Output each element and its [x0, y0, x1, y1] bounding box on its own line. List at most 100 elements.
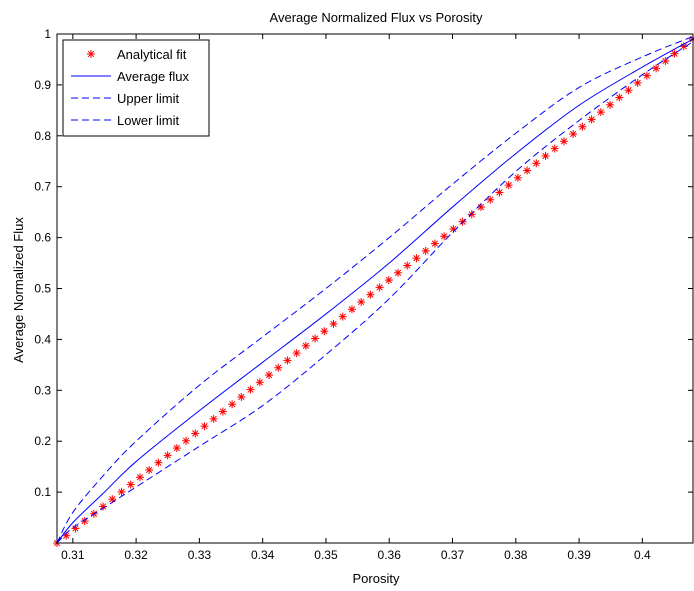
star-stroke: [228, 401, 236, 408]
analytical-fit-point: [642, 71, 651, 80]
star-stroke: [496, 189, 503, 196]
star-stroke: [514, 174, 522, 182]
x-axis-label: Porosity: [353, 571, 400, 586]
star-stroke: [533, 160, 540, 167]
analytical-fit-point: [495, 188, 504, 197]
analytical-fit-point: [172, 444, 181, 453]
x-tick-label: 0.37: [441, 548, 465, 562]
analytical-fit-point: [209, 414, 218, 423]
star-stroke: [87, 50, 95, 58]
analytical-fit-point: [532, 159, 541, 168]
analytical-fit-point: [311, 334, 320, 343]
star-stroke: [146, 466, 153, 474]
star-stroke: [127, 481, 134, 488]
y-tick-label: 0.3: [34, 383, 51, 397]
analytical-fit-point: [587, 115, 596, 124]
x-tick-label: 0.4: [634, 548, 651, 562]
star-stroke: [302, 342, 310, 349]
analytical-fit-point: [615, 93, 624, 102]
star-stroke: [367, 291, 374, 298]
analytical-fit-point: [200, 422, 209, 431]
x-tick-label: 0.31: [61, 548, 85, 562]
star-stroke: [118, 488, 125, 496]
star-stroke: [459, 218, 466, 225]
analytical-fit-point: [541, 151, 550, 160]
analytical-fit-point: [606, 100, 615, 109]
legend: Analytical fit Average flux Upper limit Low…: [62, 39, 210, 137]
star-stroke: [523, 167, 531, 174]
legend-marker-star: [87, 50, 95, 58]
y-tick-label: 0.4: [34, 332, 51, 346]
star-stroke: [579, 123, 586, 130]
analytical-fit-point: [154, 458, 163, 467]
star-stroke: [450, 225, 457, 233]
star-stroke: [440, 233, 448, 240]
star-stroke: [422, 247, 429, 255]
star-stroke: [625, 87, 632, 94]
analytical-fit-point: [357, 297, 366, 306]
analytical-fit-point: [301, 341, 310, 350]
x-tick-label: 0.39: [567, 548, 591, 562]
analytical-fit-point: [578, 122, 587, 131]
analytical-fit-point: [347, 305, 356, 314]
analytical-fit-point: [237, 392, 246, 401]
plot-frame: [56, 33, 694, 544]
y-axis-label: Average Normalized Flux: [11, 217, 26, 363]
star-stroke: [201, 422, 208, 430]
analytical-fit-point: [135, 473, 144, 482]
star-stroke: [182, 437, 190, 444]
legend-entry-label: Lower limit: [117, 113, 180, 128]
analytical-fit-point: [191, 429, 200, 438]
star-stroke: [63, 532, 70, 539]
series-analytical-fit: [53, 35, 694, 547]
star-stroke: [358, 298, 365, 306]
analytical-fit-point: [163, 451, 172, 460]
star-stroke: [173, 444, 180, 452]
series-line-upper-limit: [56, 36, 694, 544]
star-stroke: [662, 57, 669, 65]
analytical-fit-point: [265, 371, 273, 380]
star-stroke: [348, 306, 356, 313]
x-tick-label: 0.34: [251, 548, 275, 562]
legend-entry-label: Average flux: [117, 69, 190, 84]
analytical-fit-point: [145, 465, 154, 474]
star-stroke: [404, 262, 411, 269]
star-stroke: [588, 116, 595, 123]
star-stroke: [238, 393, 245, 401]
star-stroke: [597, 108, 604, 116]
star-stroke: [505, 181, 512, 189]
star-stroke: [164, 452, 171, 459]
star-stroke: [136, 474, 144, 481]
star-stroke: [551, 145, 558, 152]
star-stroke: [643, 72, 651, 79]
analytical-fit-point: [375, 283, 384, 292]
star-stroke: [256, 379, 263, 386]
analytical-fit-point: [412, 254, 421, 263]
star-stroke: [477, 203, 485, 211]
legend-entry-label: Upper limit: [117, 91, 180, 106]
x-axis-ticks: 0.31 0.32 0.33 0.34 0.35 0.36 0.37 0.38 0.39 0.4: [61, 34, 651, 562]
legend-entry-label: Analytical fit: [117, 47, 187, 62]
analytical-fit-point: [513, 173, 522, 182]
analytical-fit-point: [569, 130, 578, 139]
x-tick-label: 0.38: [504, 548, 528, 562]
analytical-fit-point: [126, 480, 135, 489]
star-stroke: [275, 364, 282, 371]
analytical-fit-point: [255, 378, 264, 387]
analytical-fit-point: [246, 385, 255, 394]
star-stroke: [192, 430, 199, 437]
y-tick-label: 0.5: [34, 282, 51, 296]
analytical-fit-point: [320, 327, 329, 336]
y-tick-label: 0.7: [34, 180, 51, 194]
star-stroke: [680, 43, 687, 50]
star-stroke: [81, 517, 88, 525]
star-stroke: [487, 196, 494, 203]
star-stroke: [293, 349, 300, 357]
analytical-fit-point: [182, 436, 191, 445]
analytical-fit-point: [394, 268, 403, 277]
star-stroke: [413, 255, 420, 262]
x-tick-label: 0.35: [314, 548, 338, 562]
analytical-fit-point: [218, 407, 227, 416]
y-tick-label: 0.1: [34, 485, 51, 499]
